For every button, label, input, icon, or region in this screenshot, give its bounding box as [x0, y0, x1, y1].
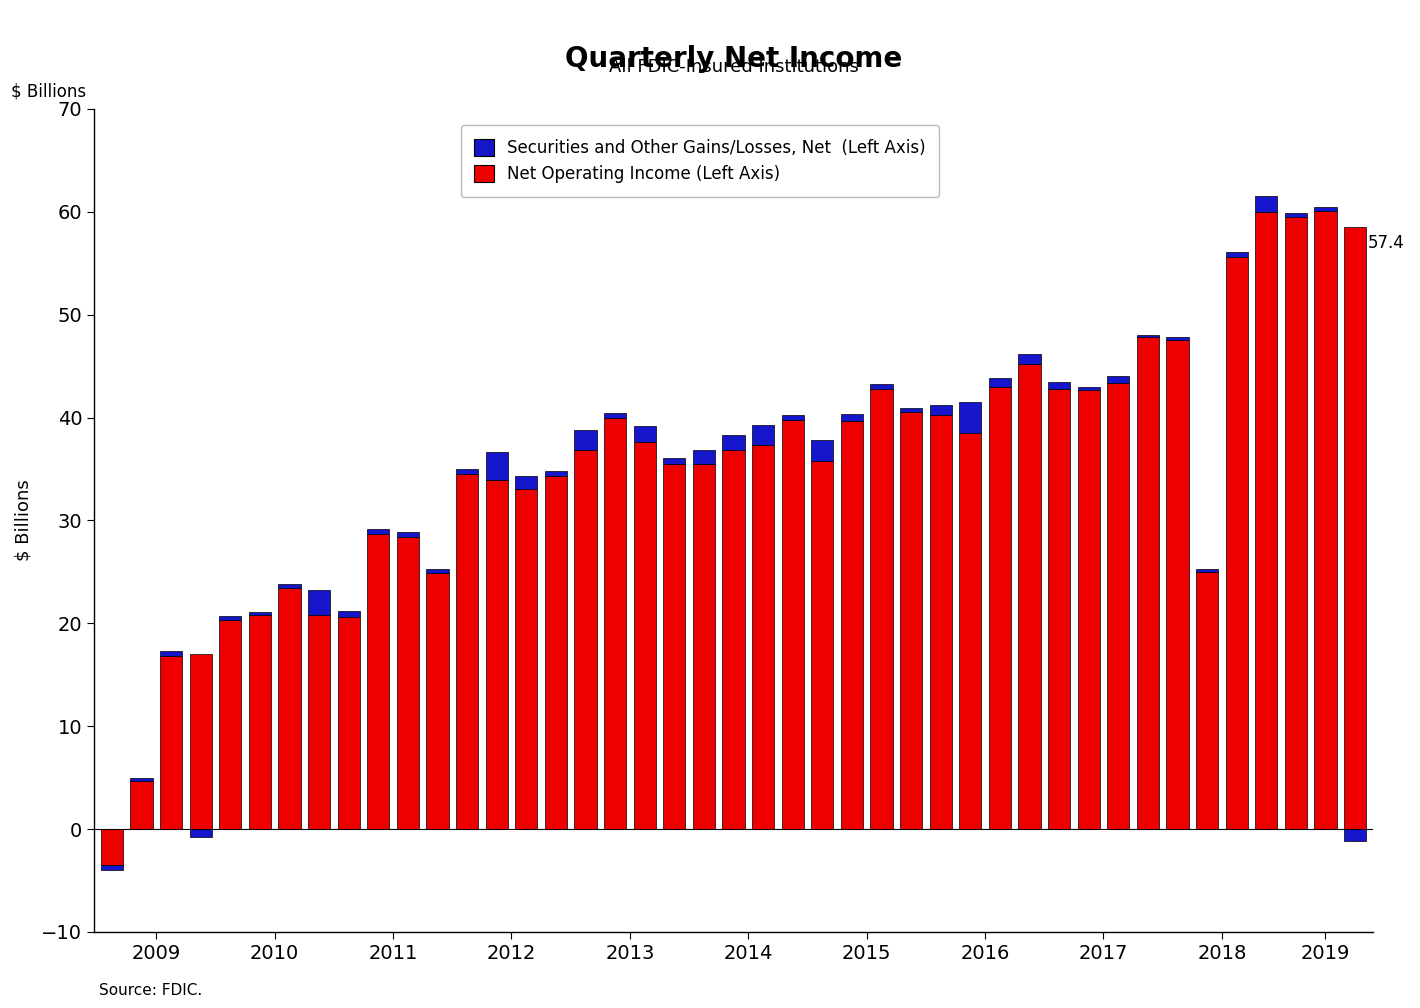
Bar — [486, 480, 508, 829]
Bar — [101, 865, 124, 870]
Bar — [959, 402, 981, 433]
Bar — [723, 451, 744, 829]
Bar — [723, 435, 744, 451]
Bar — [338, 611, 359, 617]
Bar — [368, 528, 389, 534]
Bar — [248, 612, 271, 615]
Bar — [1108, 376, 1129, 383]
Bar — [1315, 211, 1336, 829]
Bar — [900, 408, 922, 412]
Bar — [368, 534, 389, 829]
Bar — [988, 378, 1011, 387]
Bar — [693, 464, 716, 829]
Bar — [219, 620, 241, 829]
Bar — [781, 419, 804, 829]
Bar — [1048, 389, 1071, 829]
Text: $ Billions: $ Billions — [11, 83, 87, 101]
Bar — [1285, 213, 1306, 217]
Bar — [663, 464, 686, 829]
Bar — [1137, 336, 1159, 338]
Text: All FDIC-Insured Institutions: All FDIC-Insured Institutions — [609, 58, 859, 76]
Bar — [1137, 338, 1159, 829]
Bar — [219, 616, 241, 620]
Bar — [1078, 387, 1099, 390]
Bar — [988, 387, 1011, 829]
Bar — [1018, 354, 1041, 364]
Bar — [1225, 257, 1248, 829]
Bar — [870, 384, 893, 389]
Bar — [160, 651, 182, 656]
Bar — [900, 412, 922, 829]
Bar — [959, 433, 981, 829]
Bar — [278, 589, 301, 829]
Bar — [456, 469, 479, 474]
Bar — [575, 429, 596, 451]
Bar — [930, 405, 951, 415]
Bar — [426, 573, 449, 829]
Legend: Securities and Other Gains/Losses, Net  (Left Axis), Net Operating Income (Left : Securities and Other Gains/Losses, Net (… — [460, 125, 939, 197]
Bar — [278, 585, 301, 589]
Bar — [693, 451, 716, 464]
Bar — [811, 461, 834, 829]
Bar — [1078, 390, 1099, 829]
Bar — [753, 424, 774, 446]
Bar — [545, 476, 567, 829]
Text: Source: FDIC.: Source: FDIC. — [99, 983, 203, 998]
Bar — [753, 446, 774, 829]
Bar — [1048, 382, 1071, 389]
Bar — [426, 569, 449, 573]
Bar — [396, 537, 419, 829]
Bar — [1108, 383, 1129, 829]
Bar — [101, 829, 124, 865]
Bar — [1343, 227, 1366, 829]
Bar — [1196, 569, 1218, 572]
Bar — [575, 451, 596, 829]
Title: Quarterly Net Income: Quarterly Net Income — [565, 45, 902, 74]
Bar — [545, 471, 567, 476]
Bar — [604, 413, 626, 417]
Bar — [1196, 572, 1218, 829]
Bar — [604, 417, 626, 829]
Bar — [338, 617, 359, 829]
Bar — [870, 389, 893, 829]
Bar — [131, 777, 152, 781]
Bar — [515, 489, 537, 829]
Bar — [1255, 212, 1278, 829]
Bar — [515, 476, 537, 489]
Bar — [930, 415, 951, 829]
Bar — [841, 420, 863, 829]
Bar — [811, 440, 834, 461]
Bar — [841, 414, 863, 420]
Bar — [1166, 341, 1189, 829]
Bar — [1285, 217, 1306, 829]
Bar — [781, 415, 804, 419]
Bar — [1315, 207, 1336, 211]
Bar — [160, 656, 182, 829]
Bar — [1255, 197, 1278, 212]
Bar — [1343, 829, 1366, 842]
Bar — [190, 829, 212, 838]
Bar — [131, 781, 152, 829]
Bar — [633, 425, 656, 443]
Bar — [308, 615, 331, 829]
Bar — [1225, 252, 1248, 257]
Bar — [633, 443, 656, 829]
Y-axis label: $ Billions: $ Billions — [16, 480, 33, 561]
Bar — [1166, 338, 1189, 341]
Bar — [190, 654, 212, 829]
Bar — [308, 591, 331, 615]
Text: 57.4: 57.4 — [1367, 234, 1404, 252]
Bar — [1018, 364, 1041, 829]
Bar — [396, 532, 419, 537]
Bar — [486, 452, 508, 480]
Bar — [248, 615, 271, 829]
Bar — [663, 458, 686, 464]
Bar — [456, 474, 479, 829]
